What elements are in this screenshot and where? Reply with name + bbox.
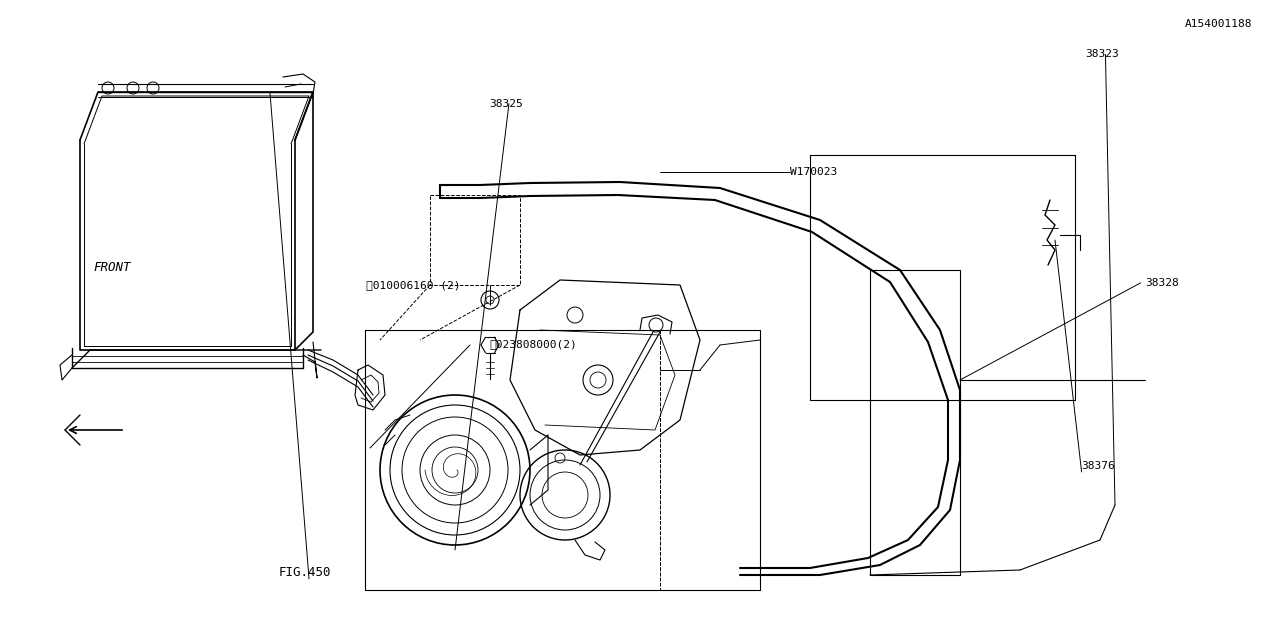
Text: FIG.450: FIG.450 [279, 566, 332, 579]
Text: ⓝ023808000(2): ⓝ023808000(2) [489, 339, 577, 349]
Text: 38376: 38376 [1082, 461, 1115, 471]
Text: FRONT: FRONT [93, 261, 131, 274]
Text: 38328: 38328 [1146, 278, 1179, 288]
Text: A154001188: A154001188 [1184, 19, 1252, 29]
Text: W170023: W170023 [790, 166, 837, 177]
Text: 38323: 38323 [1085, 49, 1119, 60]
Text: Ⓑ010006160 (2): Ⓑ010006160 (2) [366, 280, 461, 290]
Text: 38325: 38325 [489, 99, 522, 109]
